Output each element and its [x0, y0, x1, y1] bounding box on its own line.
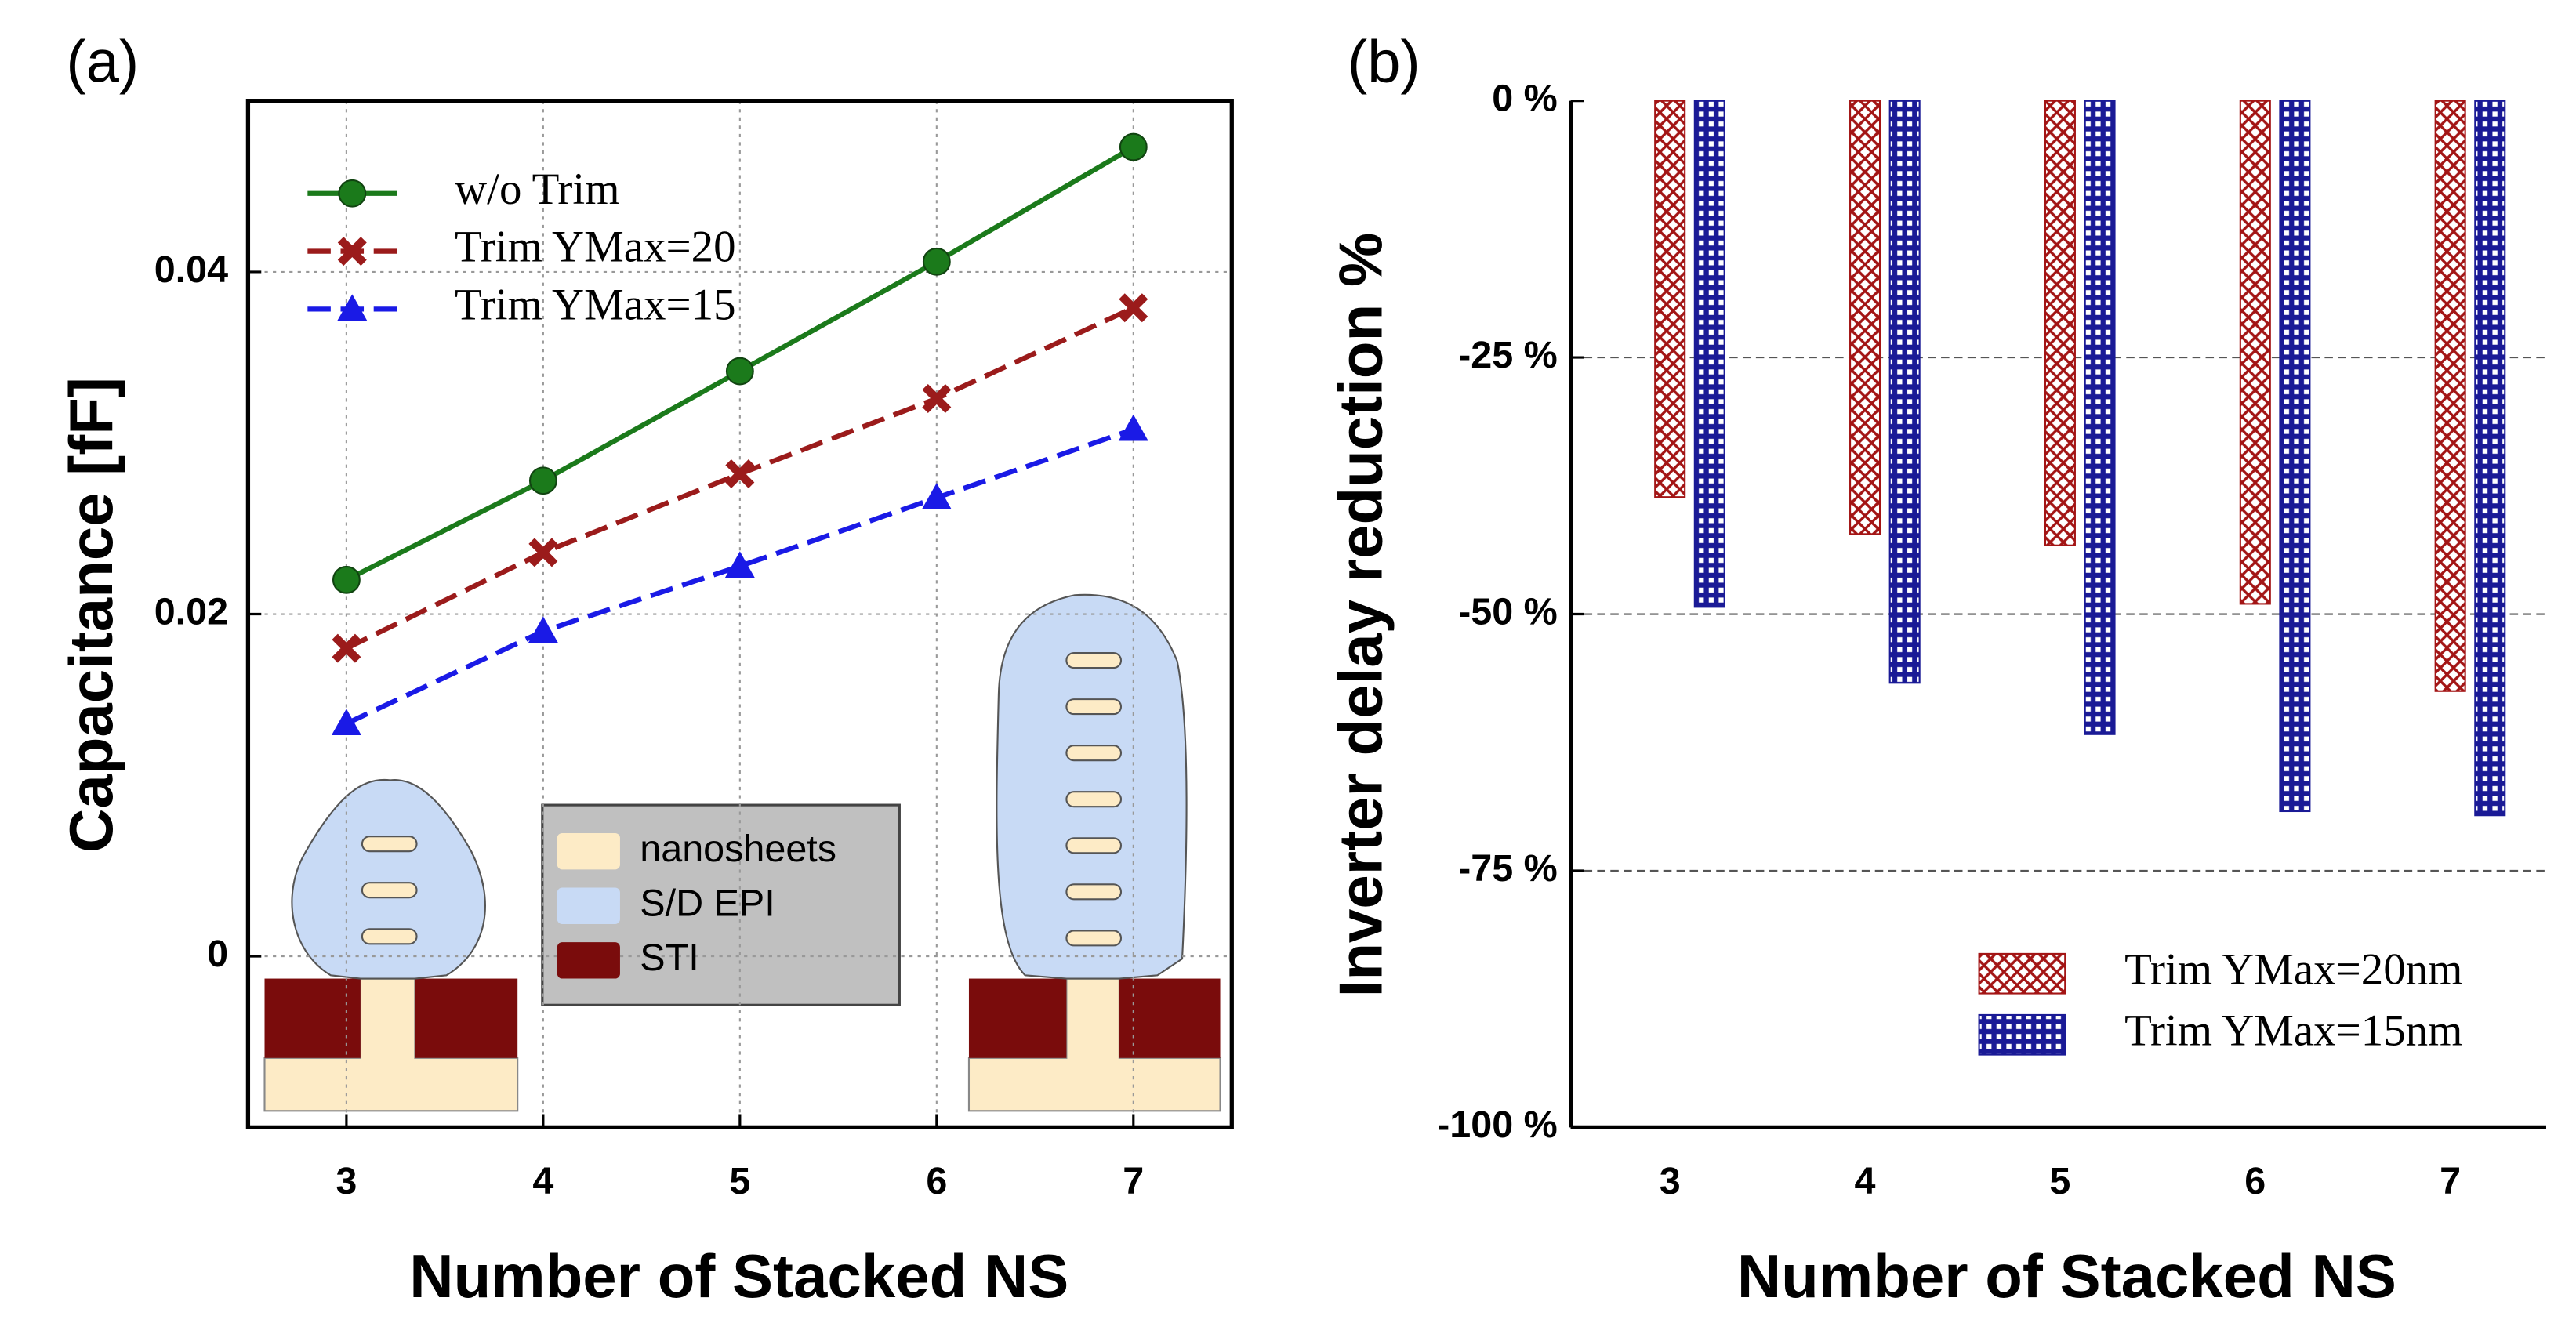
y-tick-label: 0.02 [154, 590, 228, 633]
marker [922, 383, 952, 413]
inset-swatch [557, 942, 620, 979]
device-sketch [263, 593, 1221, 1112]
legend-label: Trim YMax=15 [455, 280, 736, 329]
y-tick-label: 0 [207, 933, 228, 975]
x-tick-label: 4 [532, 1160, 553, 1202]
x-tick-label: 5 [2049, 1160, 2070, 1202]
bar [1654, 100, 1686, 498]
marker [528, 616, 558, 643]
marker [725, 357, 754, 386]
y-tick-label: 0 % [1492, 77, 1558, 119]
x-tick-label: 6 [926, 1160, 947, 1202]
x-tick-label: 5 [729, 1160, 750, 1202]
y-tick-label: 0.04 [154, 248, 228, 291]
marker [528, 466, 557, 495]
marker [331, 709, 361, 735]
marker [921, 483, 952, 509]
legend-label: Trim YMax=15nm [2124, 1006, 2462, 1055]
inset-label: nanosheets [640, 828, 836, 870]
x-tick-label: 3 [1660, 1160, 1681, 1202]
x-tick-label: 3 [336, 1160, 357, 1202]
marker [1119, 293, 1148, 323]
inset-label: STI [640, 937, 698, 979]
marker [724, 551, 755, 578]
marker [725, 459, 755, 489]
marker [922, 247, 951, 276]
marker [332, 565, 361, 594]
legend-label: Trim YMax=20nm [2124, 944, 2462, 994]
bar [1693, 100, 1725, 608]
x-axis-label: Number of Stacked NS [1737, 1242, 2396, 1310]
legend-label: w/o Trim [455, 165, 619, 214]
bar [1849, 100, 1881, 535]
inset-swatch [557, 832, 620, 870]
marker [332, 633, 361, 663]
marker [1119, 132, 1148, 161]
marker [337, 294, 368, 321]
plot-frame [245, 99, 1234, 1130]
y-tick-label: -25 % [1458, 334, 1558, 376]
bar [2044, 100, 2076, 546]
bar [2239, 100, 2271, 605]
x-tick-label: 7 [2440, 1160, 2461, 1202]
bar [2084, 100, 2116, 735]
x-tick-label: 6 [2244, 1160, 2266, 1202]
series-line [345, 426, 1134, 727]
panel-label: (b) [1348, 28, 1420, 95]
panel-label: (a) [66, 28, 139, 95]
marker [337, 237, 367, 266]
legend-swatch [1978, 952, 2066, 995]
y-tick-label: -50 % [1458, 590, 1558, 633]
x-tick-label: 7 [1123, 1160, 1144, 1202]
inset-label: S/D EPI [640, 883, 775, 925]
marker [338, 179, 367, 208]
y-axis-label: Capacitance [fF] [56, 377, 125, 853]
marker [528, 538, 558, 567]
x-tick-label: 4 [1855, 1160, 1876, 1202]
marker [1118, 414, 1148, 441]
y-axis-label: Inverter delay reduction % [1326, 233, 1395, 998]
inset-swatch [557, 887, 620, 924]
legend-label: Trim YMax=20 [455, 223, 736, 272]
y-tick-label: -75 % [1458, 847, 1558, 890]
bar [2434, 100, 2466, 692]
bar [2279, 100, 2311, 813]
x-axis-label: Number of Stacked NS [409, 1242, 1068, 1310]
legend-swatch [1978, 1013, 2066, 1056]
y-tick-label: -100 % [1437, 1104, 1558, 1146]
bar [1888, 100, 1921, 684]
bar [2474, 100, 2506, 817]
